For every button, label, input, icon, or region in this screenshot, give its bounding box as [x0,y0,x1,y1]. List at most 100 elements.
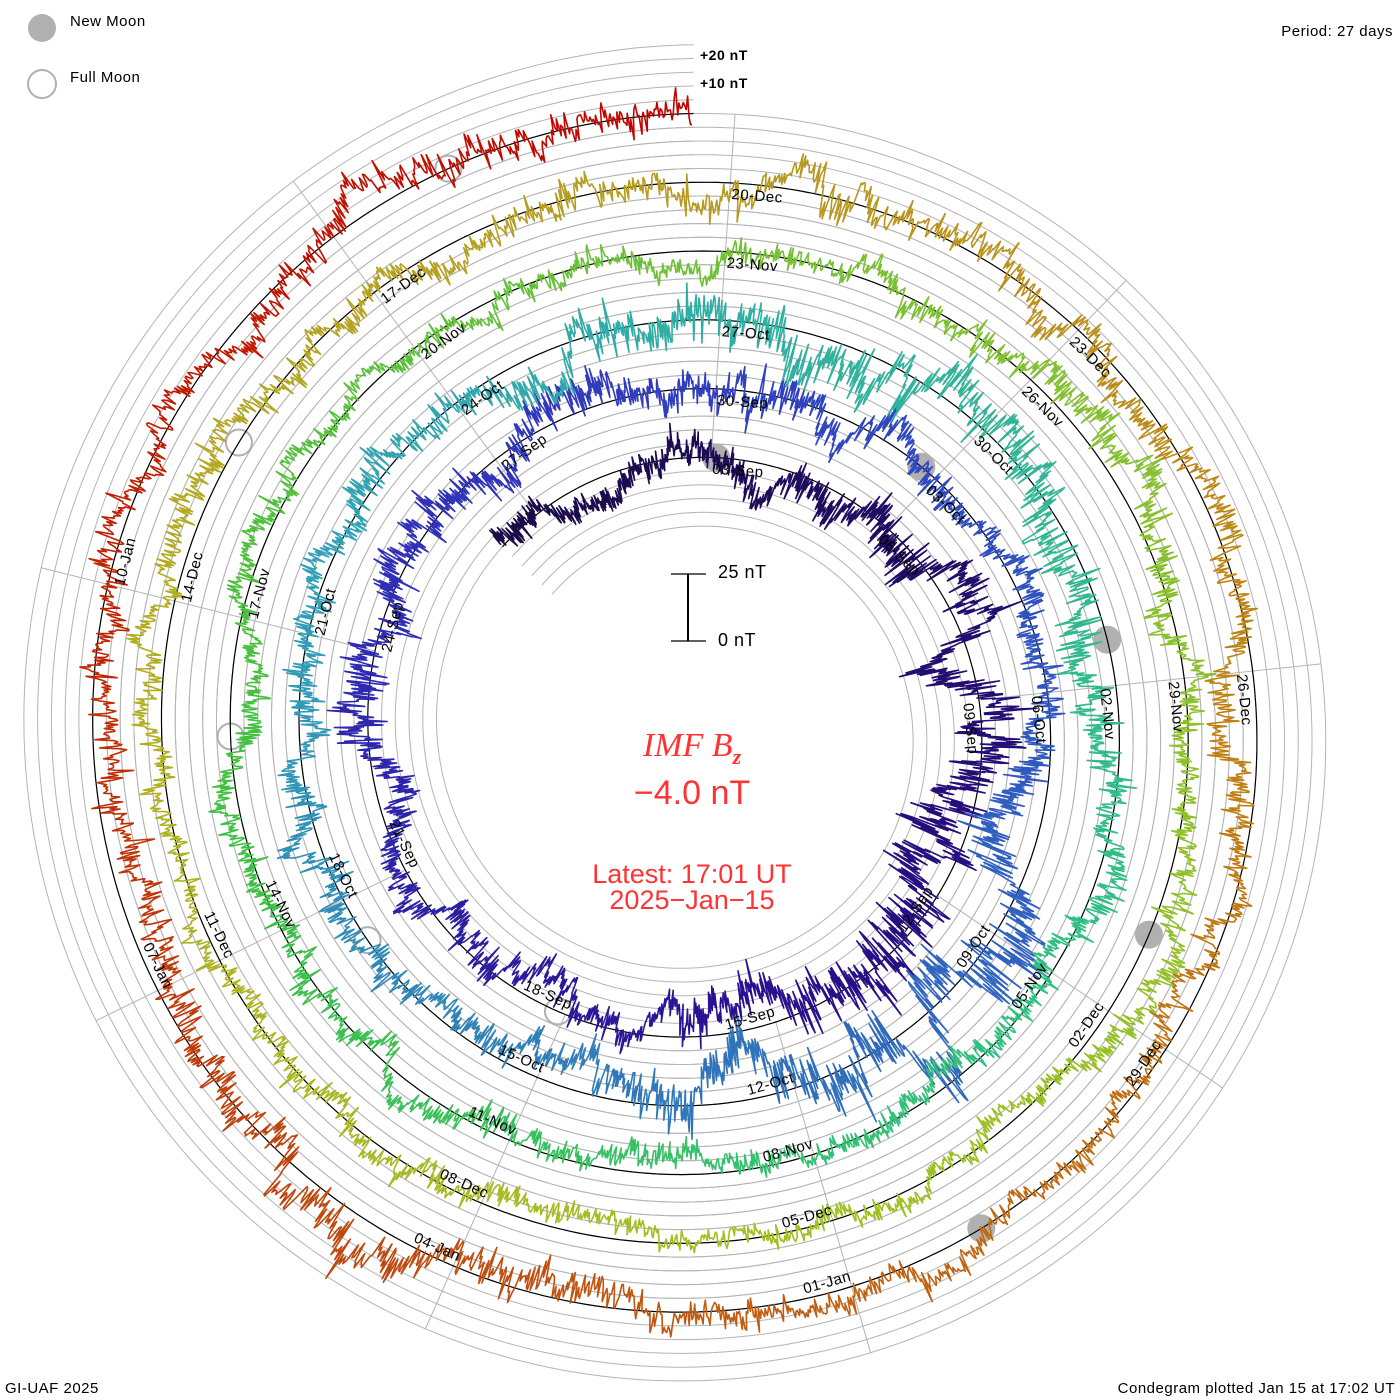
bz-trace-segment [606,449,664,510]
latest-time: Latest: 17:01 UT [592,859,792,889]
full-moon-marker [434,154,463,183]
grid-spiral [50,71,1299,1354]
date-label: 27-Oct [721,323,770,343]
bz-trace-segment [687,1015,769,1140]
bz-trace-segment [261,903,338,1006]
bz-trace-segment [450,1005,541,1069]
radial-line [710,114,736,458]
bz-trace-segment [920,1103,1006,1201]
date-label: 09-Sep [959,702,981,755]
date-label: 27-Sep [499,431,551,475]
bz-trace-segment [441,899,500,982]
bz-trace-segment [787,1119,890,1169]
bz-trace-segment [996,553,1045,636]
latest-date: 2025−Jan−15 [609,885,775,915]
bz-trace-segment [767,1046,878,1123]
bz-trace-segment [509,170,634,230]
bz-trace-segment [732,363,816,434]
bz-trace-segment [997,241,1109,359]
bz-trace-segment [282,1185,421,1284]
bz-trace-segment [185,939,277,1041]
bz-trace-segment [626,87,692,141]
full-moon-legend-icon [27,69,57,99]
bz-trace-segment [895,780,989,845]
bz-trace-segment [343,323,445,402]
bz-trace-segment [552,976,621,1041]
bz-trace-segment [442,442,522,510]
date-label: 29-Nov [1165,681,1187,734]
bz-trace-segment [226,587,272,702]
bz-trace-segment [905,939,1022,1034]
bz-trace-segment [394,214,515,286]
bz-trace-segment [340,133,492,194]
date-label: 17-Dec [378,264,430,308]
scale-top-label: 25 nT [718,562,767,582]
bz-trace [79,87,1259,1338]
grid-label-plus10: +10 nT [700,75,748,91]
bz-trace-segment [79,547,130,691]
full-moon-marker [224,428,253,457]
bz-trace-segment [741,302,834,391]
bz-trace-segment [933,495,1006,560]
bz-trace-segment [561,297,653,395]
bz-trace-segment [348,1127,459,1199]
bz-trace-segment [883,533,974,588]
date-label: 06-Oct [1028,695,1050,745]
bz-trace-segment [1143,591,1217,707]
bz-trace-segment [858,893,945,982]
footer-credit: GI-UAF 2025 [5,1380,99,1397]
bz-trace-segment [880,1045,963,1133]
grid-spirals [23,44,1327,1382]
imf-title-text: IMF B [642,727,733,764]
radial-line [937,895,1223,1089]
bz-trace-segment [686,1222,808,1254]
bz-trace-segment [968,855,1050,980]
bz-trace-segment [1096,342,1194,460]
bz-trace-segment [759,153,889,229]
bz-trace-segment [531,1025,610,1097]
bz-trace-segment [572,1204,688,1253]
bz-trace-segment [277,702,332,796]
bz-trace-segment [489,495,552,547]
bz-trace-segment [687,1138,789,1178]
imf-title: IMF Bz [592,727,792,770]
bz-trace-segment [688,970,755,1050]
bz-trace-segment [826,343,929,423]
bz-trace-segment [654,369,735,418]
grid-spiral [64,85,1285,1341]
grid-spiral [78,99,1272,1327]
bz-trace-segment [473,366,572,411]
bz-trace-segment [226,488,294,589]
bz-trace-segment [533,244,643,292]
bz-trace-segment [457,1181,576,1224]
bz-trace-segment [320,994,401,1092]
footer-plotted: Condegram plotted Jan 15 at 17:02 UT [1117,1380,1395,1397]
bz-trace-segment [605,1065,690,1135]
date-label: 23-Nov [726,255,778,276]
bz-trace-segment [385,1080,493,1131]
bz-trace-segment [1022,527,1101,621]
date-label: 24-Sep [378,600,407,654]
bz-trace-segment [948,713,1027,784]
bz-trace-segment [931,572,1023,660]
bz-trace-segment [661,422,727,475]
new-moon-legend-label: New Moon [70,13,146,30]
bz-trace-segment [476,951,566,988]
bz-trace-segment [814,940,902,1022]
zero-baseline [92,112,1258,1313]
bz-trace-segment [201,1071,300,1209]
bz-trace-segment [631,172,761,225]
bz-trace-segment [569,365,657,417]
bz-trace-segment [823,1260,958,1316]
bz-trace-segment [779,462,846,531]
bz-trace-segment [159,817,201,944]
bz-trace-segment [372,547,422,640]
bz-trace-segment [686,1293,825,1333]
bz-trace-segment [1204,573,1259,706]
bz-trace-segment [303,263,399,367]
radial-line [978,663,1322,701]
bz-trace-segment [1134,468,1180,596]
date-label: 03-Sep [712,461,764,482]
bz-trace-segment [259,184,350,320]
bz-trace-segment [724,446,787,511]
